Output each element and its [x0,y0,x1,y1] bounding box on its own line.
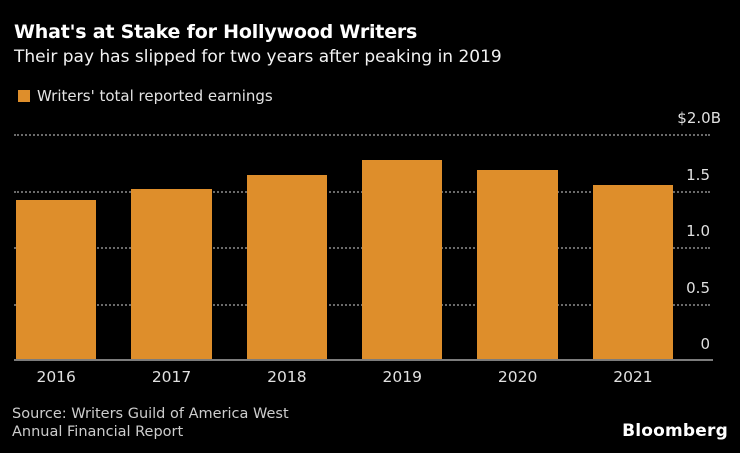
y-tick-label-0: 0 [700,335,710,353]
legend: Writers' total reported earnings [18,87,273,105]
y-tick-label-1.5: 1.5 [686,165,710,184]
source-line-1: Source: Writers Guild of America West [12,406,289,422]
bloomberg-logo: Bloomberg [622,421,728,441]
y-tick-label-1.0: 1.0 [686,222,710,240]
bar-2016 [16,199,97,360]
bar-2021 [592,184,674,360]
bar-2019 [362,159,443,360]
source-line-2: Annual Financial Report [12,424,184,440]
gridline-1.0 [14,247,710,249]
x-tick-label-2019: 2019 [382,368,422,386]
gridline-2.0 [14,134,710,136]
x-tick-label-2017: 2017 [151,368,192,386]
legend-label: Writers' total reported earnings [37,87,273,105]
legend-swatch-icon [18,90,30,102]
x-tick-label-2016: 2016 [36,368,76,386]
gridline-0.5 [14,303,710,306]
source-note: Source: Writers Guild of America West An… [12,405,289,441]
bar-2018 [246,174,328,360]
chart-title: What's at Stake for Hollywood Writers [14,21,418,43]
gridline-1.5 [14,190,710,193]
x-tick-label-2018: 2018 [267,368,307,386]
x-axis-baseline [14,359,713,361]
x-tick-label-2020: 2020 [497,368,538,386]
chart-subtitle: Their pay has slipped for two years afte… [14,47,502,67]
y-tick-label-2.0: $2.0B [677,109,721,127]
bar-2020 [477,170,558,360]
bar-2017 [131,189,212,360]
x-tick-label-2021: 2021 [613,368,653,386]
y-tick-label-0.5: 0.5 [686,278,710,297]
